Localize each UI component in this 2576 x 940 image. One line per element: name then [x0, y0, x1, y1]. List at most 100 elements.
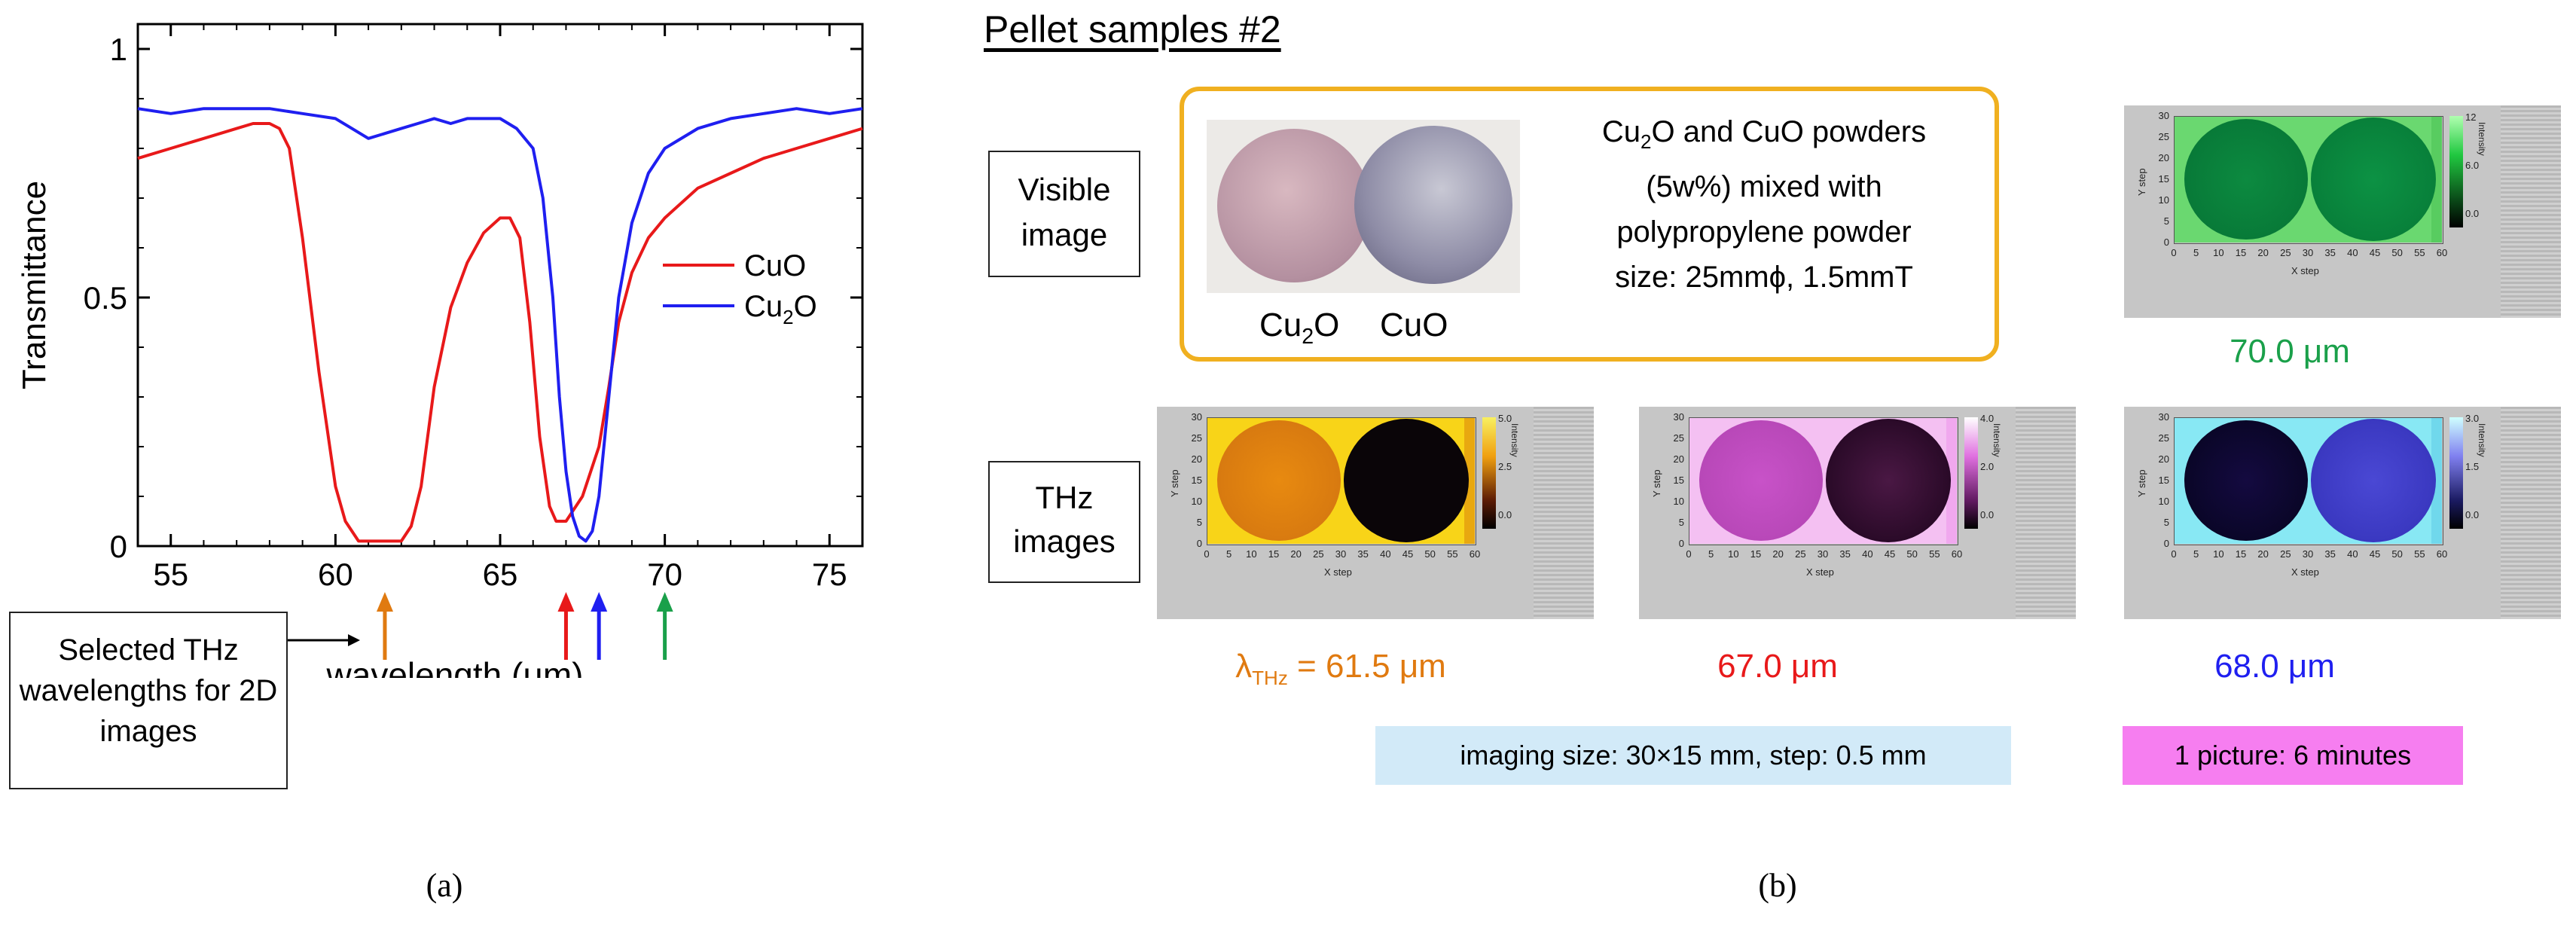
callout-box: Selected THz wavelengths for 2D images [9, 612, 288, 789]
thz-y-tick-label: 25 [2158, 432, 2169, 444]
thz-x-tick-label: 40 [2347, 247, 2358, 258]
thz-colorbar-tick-label: 0.0 [1980, 509, 1995, 520]
thz-x-tick-label: 45 [2369, 247, 2381, 258]
photo-label-cu2o: Cu2O [1259, 307, 1340, 349]
thz-colorbar-label: Intensity [2477, 122, 2487, 156]
thz-x-tick-label: 35 [2324, 247, 2336, 258]
thz-colorbar [1964, 417, 1978, 529]
time-per-picture-note: 1 picture: 6 minutes [2123, 726, 2463, 785]
thz-plot-frame [2174, 116, 2443, 244]
thz-y-tick-label: 5 [1196, 517, 1202, 528]
panel-b-label: (b) [1758, 867, 1797, 904]
visible-image-label: Visible image [988, 151, 1140, 277]
sample-line-4: size: 25mmϕ, 1.5mmT [1615, 261, 1913, 294]
thz-y-tick-label: 15 [2158, 173, 2169, 185]
thz-y-tick-label: 15 [1191, 475, 1202, 486]
thz-colorbar-label: Intensity [1509, 423, 1520, 457]
legend-subscript: 2 [783, 306, 793, 328]
thz-x-tick-label: 60 [1951, 548, 1963, 560]
thz-y-tick-label: 20 [1191, 453, 1202, 465]
thz-side-panel [1534, 407, 1594, 619]
thz-x-tick-label: 10 [1728, 548, 1739, 560]
thz-y-axis-label: Y step [1651, 469, 1662, 497]
callout-arrow [288, 634, 360, 646]
caption-70-0: 70.0 μm [2230, 333, 2350, 370]
thz-pellet-cuo [2311, 419, 2436, 542]
thz-x-tick-label: 15 [2235, 548, 2247, 560]
thz-x-axis-label: X step [2291, 566, 2319, 578]
thz-x-tick-label: 45 [1884, 548, 1896, 560]
thz-x-tick-label: 0 [1204, 548, 1210, 560]
thz-pellet-cuo [1826, 419, 1951, 542]
panel-b-title: Pellet samples #2 [984, 8, 1281, 50]
thz-x-tick-label: 10 [2213, 548, 2224, 560]
thz-y-tick-label: 20 [2158, 152, 2169, 163]
thz-x-tick-label: 30 [1335, 548, 1347, 560]
thz-y-tick-label: 25 [1191, 432, 1202, 444]
thz-x-tick-label: 60 [2436, 548, 2448, 560]
panel-a-label: (a) [426, 867, 463, 904]
sample-line-2: (5w%) mixed with [1646, 170, 1882, 203]
thz-y-tick-label: 5 [2163, 215, 2169, 227]
x-tick-label: 55 [153, 557, 188, 592]
thz-x-tick-label: 60 [2436, 247, 2448, 258]
thz-x-tick-label: 30 [2302, 247, 2314, 258]
cu2o-pellet [1217, 129, 1371, 282]
y-tick-label: 0.5 [84, 280, 127, 316]
thz-y-tick-label: 30 [2158, 411, 2169, 423]
sample-line-1: Cu2O and CuO powders [1601, 115, 1927, 153]
pellet-photo [1207, 120, 1520, 293]
thz-y-tick-label: 10 [1673, 496, 1684, 507]
thz-x-tick-label: 10 [2213, 247, 2224, 258]
thz-pellet-cuo [1344, 419, 1469, 542]
thz-x-tick-label: 0 [2171, 247, 2177, 258]
transmittance-chart: 55 60 65 70 75 0 0.5 1 Transmittance wavelength (… [16, 23, 864, 678]
thz-plot-area [2174, 417, 2442, 544]
thz-plot-area [1689, 417, 1957, 544]
thz-side-panel [2501, 105, 2561, 318]
thz-x-tick-label: 55 [2414, 247, 2425, 258]
thz-y-tick-label: 20 [2158, 453, 2169, 465]
thz-x-tick-label: 20 [2257, 548, 2269, 560]
cuo-pellet [1354, 126, 1512, 284]
thz-x-tick-label: 40 [2347, 548, 2358, 560]
thz-x-tick-label: 5 [2193, 548, 2199, 560]
y-axis-label: Transmittance [16, 181, 53, 389]
thz-x-axis-label: X step [2291, 265, 2319, 276]
thz-y-tick-label: 10 [2158, 496, 2169, 507]
y-tick-label: 1 [110, 32, 127, 67]
thz-plot-edge [1946, 417, 1957, 544]
thz-image-70-0: 30 25 20 15 10 5 0 Y step 0 5 10 15 20 25 30 35 40 45 50 55… [2124, 105, 2561, 318]
thz-x-tick-label: 20 [1290, 548, 1302, 560]
thz-colorbar-tick-label: 6.0 [2465, 160, 2480, 171]
thz-y-tick-label: 25 [1673, 432, 1684, 444]
thz-x-axis-label: X step [1806, 566, 1834, 578]
thz-x-tick-label: 25 [2280, 548, 2291, 560]
thz-x-tick-label: 15 [1750, 548, 1762, 560]
thz-image-67-0: 30 25 20 15 10 5 0 Y step 0 5 10 15 20 25 30 35 40 45 50 55… [1639, 407, 2076, 619]
thz-x-tick-label: 35 [2324, 548, 2336, 560]
thz-y-tick-label: 0 [2163, 237, 2169, 248]
thz-x-tick-label: 55 [1447, 548, 1458, 560]
thz-x-tick-label: 30 [2302, 548, 2314, 560]
thz-colorbar-label: Intensity [1992, 423, 2002, 457]
thz-x-tick-label: 5 [2193, 247, 2199, 258]
thz-plot-area [2174, 116, 2442, 243]
y-tick-label: 0 [110, 529, 127, 564]
thz-y-tick-label: 0 [1196, 538, 1202, 549]
thz-plot-edge [2431, 116, 2442, 243]
thz-x-tick-label: 25 [1795, 548, 1806, 560]
thz-x-tick-label: 10 [1246, 548, 1257, 560]
thz-image-61-5: 30 25 20 15 10 5 0 Y step 0 5 10 15 20 25 30 35 40 45 50 55… [1157, 407, 1594, 619]
x-tick-label: 60 [318, 557, 353, 592]
thz-colorbar-tick-label: 0.0 [1498, 509, 1512, 520]
thz-side-panel [2501, 407, 2561, 619]
thz-colorbar-tick-label: 5.0 [1498, 413, 1512, 424]
thz-pellet-cu2o [1217, 420, 1341, 541]
series-line-cu2o [137, 107, 863, 543]
thz-y-tick-label: 0 [1678, 538, 1684, 549]
thz-y-axis-label: Y step [2136, 168, 2147, 196]
sample-box: Cu2O CuO Cu2O and CuO powders (5w%) mixe… [1180, 87, 1999, 362]
thz-colorbar-tick-label: 2.0 [1980, 461, 1995, 472]
thz-colorbar [2449, 116, 2463, 227]
